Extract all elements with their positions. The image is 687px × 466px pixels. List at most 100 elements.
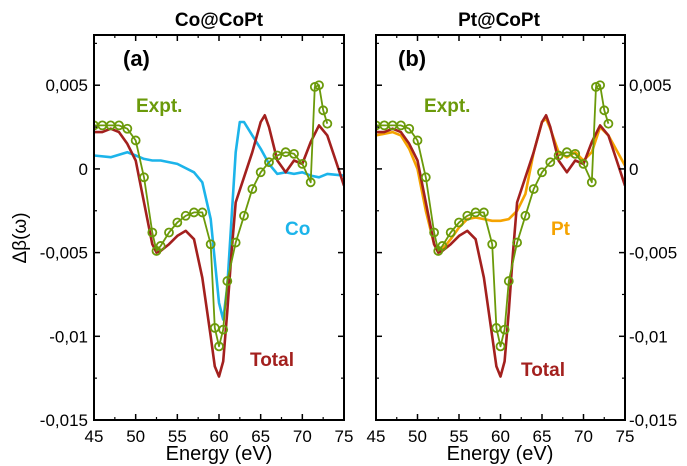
panel-b-letter: (b): [398, 46, 426, 71]
panel-b-expt-point: [578, 158, 589, 169]
panel-b-series-pt-line: [376, 117, 625, 254]
panel-a-expt-point: [255, 167, 266, 178]
panel-a-expt-point: [289, 148, 299, 159]
panel-a: 45 50 55 60 65 70 75 -0,015 -0,01 -0,005 0 0,005 (a…: [40, 34, 354, 446]
panel-b-y-tick-label: -0,01: [629, 327, 668, 346]
panel-b-ticks: 45 50 55 60 65 70 75-0,015 -0,01 -0,005 0 0,005: [367, 35, 677, 446]
panel-a-series-co-line: [94, 120, 344, 321]
panel-b-total-label: Total: [521, 360, 565, 381]
panel-a-expt-point: [180, 210, 191, 221]
panel-b-expt-point: [545, 157, 556, 168]
panel-a-y-tick-label: 0,005: [45, 76, 88, 95]
panel-a-expt-point: [218, 324, 229, 335]
panel-a-expt-point: [130, 135, 141, 146]
panel-a-letter: (a): [123, 46, 150, 71]
panel-a-plot-area: [94, 80, 344, 378]
panel-a-title: Co@CoPt: [175, 10, 264, 31]
panel-a-expt-point: [318, 105, 329, 116]
panel-b-expt-point: [520, 210, 531, 221]
panel-a-expt-point: [239, 210, 249, 221]
panel-a-series-expt-line: [94, 84, 329, 348]
panel-a-x-tick-label: 60: [210, 427, 229, 446]
panel-b-expt-point: [462, 210, 473, 221]
panel-b-x-tick-label: 65: [533, 427, 552, 446]
panel-a-ticks: 45 50 55 60 65 70 75 -0,015 -0,01 -0,005 0 0,005: [40, 35, 354, 446]
panel-b-expt-point: [412, 135, 423, 146]
panel-a-y-tick-label: -0,01: [49, 327, 88, 346]
panel-a-expt-point: [314, 80, 324, 91]
panel-b-expt-point: [503, 276, 514, 286]
panel-a-series-total-line: [94, 114, 344, 378]
panel-a-y-tick-label: -0,005: [40, 244, 88, 263]
panel-a-expt-point: [122, 123, 133, 134]
panel-b-x-tick-label: 75: [616, 427, 635, 446]
panel-b-expt-point: [478, 207, 489, 218]
panel-b-frame: [375, 34, 626, 421]
panel-b: 45 50 55 60 65 70 75-0,015 -0,01 -0,005 0 0,005 (b…: [367, 34, 677, 446]
panel-a-expt-point: [247, 184, 258, 194]
panel-b-expt-point: [570, 148, 581, 159]
panel-b-component-label: Pt: [551, 219, 571, 240]
panel-b-expt-point: [404, 123, 415, 134]
panel-b-title: Pt@CoPt: [458, 10, 541, 31]
panel-b-x-tick-label: 60: [491, 427, 510, 446]
panel-a-expt-point: [322, 118, 333, 129]
panel-b-expt-point: [512, 237, 522, 248]
panel-a-expt-label: Expt.: [136, 96, 182, 117]
panel-b-plot-area: [376, 80, 625, 378]
panel-b-series-total-line: [376, 114, 625, 378]
panel-a-x-axis-label: Energy (eV): [166, 443, 273, 465]
panel-a-x-tick-label: 75: [335, 427, 354, 446]
panel-b-expt-point: [445, 227, 456, 238]
panel-b-y-tick-label: 0: [629, 160, 638, 179]
panel-a-expt-point: [205, 239, 216, 250]
panel-b-expt-point: [429, 227, 440, 238]
panel-b-expt-point: [553, 150, 564, 161]
panel-b-expt-point: [537, 167, 547, 178]
panel-b-expt-point: [599, 105, 610, 116]
panel-b-expt-label: Expt.: [424, 96, 470, 117]
panel-a-y-tick-label: -0,015: [40, 411, 88, 430]
panel-a-expt-point: [172, 217, 183, 228]
panel-b-y-tick-label: 0,005: [629, 76, 672, 95]
panel-a-expt-point: [222, 276, 233, 286]
panel-b-x-tick-label: 50: [408, 427, 427, 446]
panel-b-expt-point: [603, 118, 614, 129]
panel-b-expt-point: [528, 184, 539, 194]
panel-a-expt-point: [114, 120, 124, 131]
panel-a-expt-point: [305, 177, 316, 188]
panel-b-y-tick-label: -0,015: [629, 411, 677, 430]
panel-a-expt-point: [164, 227, 174, 238]
panel-b-x-axis-label: Energy (eV): [447, 443, 554, 465]
panel-b-expt-point: [454, 217, 464, 228]
panel-a-expt-point: [147, 227, 158, 238]
panel-a-x-tick-label: 65: [251, 427, 270, 446]
panel-a-x-tick-label: 55: [168, 427, 187, 446]
panel-a-expt-point: [139, 172, 149, 183]
panel-a-expt-point: [197, 207, 208, 218]
panel-a-total-label: Total: [250, 350, 294, 371]
y-axis-label: Δβ(ω): [10, 212, 31, 263]
panel-b-expt-point: [437, 241, 448, 251]
panel-a-x-tick-label: 50: [126, 427, 145, 446]
panel-b-x-tick-label: 55: [450, 427, 469, 446]
panel-a-expt-point: [155, 241, 166, 251]
panel-a-expt-point: [264, 157, 274, 168]
panel-b-expt-point: [495, 341, 506, 352]
panel-a-component-label: Co: [285, 219, 310, 240]
panel-a-expt-point: [214, 341, 224, 352]
panel-b-x-tick-label: 45: [367, 427, 386, 446]
panel-a-expt-point: [230, 237, 241, 248]
panel-b-expt-point: [586, 177, 597, 188]
panel-a-x-tick-label: 70: [293, 427, 312, 446]
panel-b-expt-point: [487, 239, 498, 250]
panel-a-expt-point: [272, 150, 283, 161]
panel-b-y-tick-label: -0,005: [629, 244, 677, 263]
panel-a-expt-point: [297, 158, 308, 169]
panel-b-x-tick-label: 70: [574, 427, 593, 446]
panel-b-expt-point: [595, 80, 605, 91]
panel-a-x-tick-label: 45: [85, 427, 104, 446]
panel-b-expt-point: [420, 172, 431, 183]
panel-b-expt-point: [499, 324, 510, 335]
